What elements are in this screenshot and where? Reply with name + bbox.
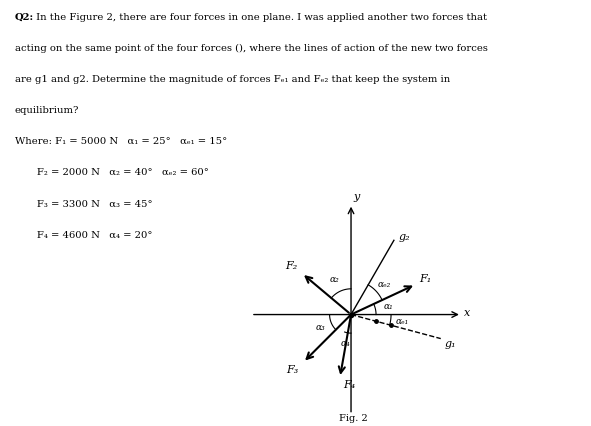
Text: αₑ₁: αₑ₁	[396, 317, 409, 326]
Text: Q2:: Q2:	[15, 13, 34, 22]
Text: α₃: α₃	[316, 323, 325, 332]
Text: F₁: F₁	[419, 274, 431, 284]
Text: F₂ = 2000 N   α₂ = 40°   αₑ₂ = 60°: F₂ = 2000 N α₂ = 40° αₑ₂ = 60°	[15, 168, 209, 177]
Text: α₄: α₄	[341, 340, 350, 348]
Text: F₃: F₃	[286, 365, 298, 375]
Text: equilibrium?: equilibrium?	[15, 106, 79, 115]
Text: x: x	[464, 308, 470, 318]
Text: Where: F₁ = 5000 N   α₁ = 25°   αₑ₁ = 15°: Where: F₁ = 5000 N α₁ = 25° αₑ₁ = 15°	[15, 137, 227, 146]
Text: Fig. 2: Fig. 2	[339, 414, 368, 423]
Text: α₁: α₁	[384, 302, 394, 311]
Text: y: y	[354, 192, 360, 201]
Text: αₑ₂: αₑ₂	[377, 280, 391, 289]
Text: F₃ = 3300 N   α₃ = 45°: F₃ = 3300 N α₃ = 45°	[15, 199, 152, 208]
Text: are g1 and g2. Determine the magnitude of forces Fₑ₁ and Fₑ₂ that keep the syste: are g1 and g2. Determine the magnitude o…	[15, 75, 450, 84]
Text: α₂: α₂	[330, 275, 340, 284]
Text: F₄: F₄	[343, 380, 355, 390]
Text: F₂: F₂	[285, 261, 297, 271]
Text: g₂: g₂	[398, 233, 410, 242]
Text: F₄ = 4600 N   α₄ = 20°: F₄ = 4600 N α₄ = 20°	[15, 230, 152, 239]
Text: In the Figure 2, there are four forces in one plane. I was applied another two f: In the Figure 2, there are four forces i…	[34, 13, 488, 22]
Text: acting on the same point of the four forces (), where the lines of action of the: acting on the same point of the four for…	[15, 44, 488, 53]
Text: g₁: g₁	[445, 339, 457, 348]
